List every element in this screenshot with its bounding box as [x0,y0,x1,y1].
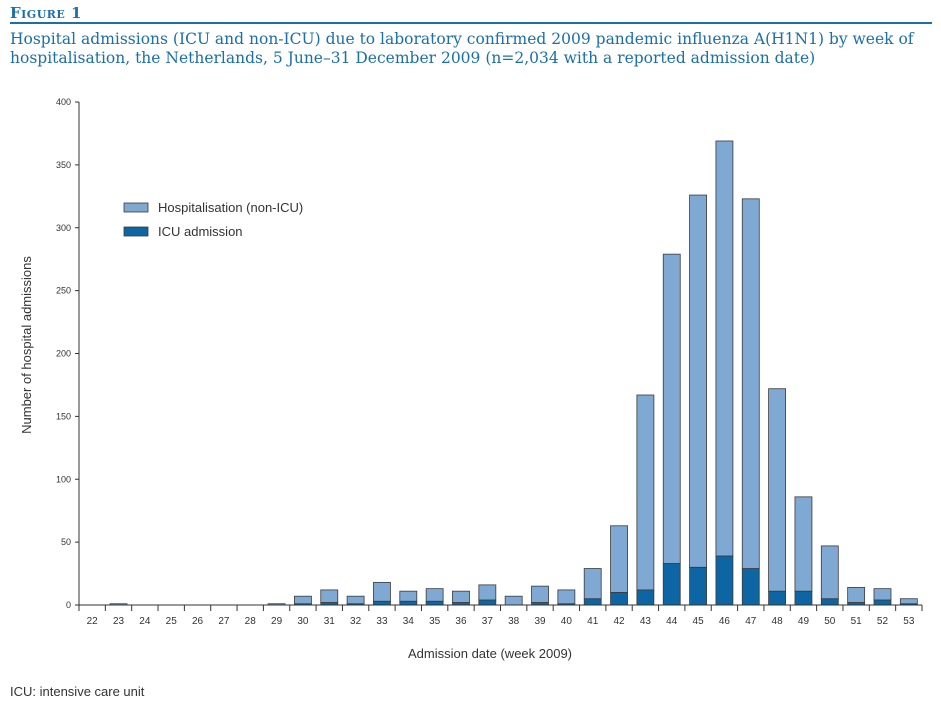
x-tick-label: 28 [245,616,257,627]
bars-group [109,140,918,606]
x-tick-label: 47 [745,616,757,627]
bar-icu-week-46 [715,555,734,606]
bar-icu-week-52 [873,599,892,606]
x-tick-label: 53 [903,616,915,627]
bar-icu-week-37 [478,599,497,606]
legend-label-icu: ICU admission [158,224,243,239]
x-tick-label: 46 [719,616,731,627]
y-tick-label: 100 [56,474,71,484]
y-tick-label: 50 [61,537,71,547]
y-tick-label: 350 [56,160,71,170]
bar-non-icu-week-48 [768,388,787,592]
x-axis-title: Admission date (week 2009) [408,646,572,661]
y-axis-title: Number of hospital admissions [19,256,34,434]
y-axis: 0 50 100 150 200 250 300 350 400 [56,97,80,610]
x-tick-label: 52 [877,616,889,627]
x-tick-label: 35 [429,616,441,627]
bar-non-icu-week-36 [452,590,470,603]
y-tick-label: 0 [66,600,71,610]
bar-icu-week-35 [425,600,444,606]
x-tick-label: 39 [534,616,546,627]
bar-non-icu-week-38 [504,595,523,606]
x-tick-label: 43 [640,616,652,627]
x-tick-label: 31 [324,616,336,627]
bar-non-icu-week-52 [873,588,892,601]
y-tick-label: 300 [56,223,71,233]
figure-title-rule [10,22,932,24]
x-tick-label: 30 [297,616,309,627]
bar-non-icu-week-43 [636,394,655,591]
y-tick-label: 250 [56,286,71,296]
x-tick-label: 38 [508,616,520,627]
bar-non-icu-week-39 [531,585,549,603]
bar-non-icu-week-35 [425,588,444,602]
bar-non-icu-week-30 [294,595,312,605]
bar-non-icu-week-46 [715,140,734,557]
x-axis: 22 23 24 25 26 27 28 29 30 31 32 33 34 35 36 37 38 39 40 41… [78,604,923,627]
x-tick-label: 48 [772,616,784,627]
bar-icu-week-49 [794,590,813,606]
bar-non-icu-week-40 [557,589,576,605]
bar-icu-week-44 [662,563,681,606]
legend: Hospitalisation (non-ICU) ICU admission [123,200,303,239]
legend-label-non-icu: Hospitalisation (non-ICU) [158,200,303,215]
y-tick-label: 400 [56,97,71,107]
x-tick-label: 29 [271,616,283,627]
bar-icu-week-34 [399,600,418,606]
x-tick-label: 34 [403,616,415,627]
bar-non-icu-week-31 [320,589,339,603]
bar-non-icu-week-50 [820,545,839,600]
y-tick-label: 200 [56,349,71,359]
x-tick-label: 32 [350,616,362,627]
bar-non-icu-week-45 [689,194,707,568]
bar-icu-week-41 [583,598,602,606]
bar-icu-week-42 [610,592,628,606]
x-tick-label: 51 [851,616,863,627]
x-tick-label: 22 [87,616,99,627]
bar-icu-week-45 [689,566,707,606]
bar-non-icu-week-47 [741,198,760,569]
x-tick-label: 40 [561,616,573,627]
bar-non-icu-week-37 [478,584,497,601]
bar-icu-week-48 [768,590,787,606]
x-tick-label: 36 [455,616,467,627]
x-tick-label: 44 [666,616,678,627]
bar-non-icu-week-51 [847,586,866,603]
x-tick-label: 37 [482,616,494,627]
x-tick-label: 33 [376,616,388,627]
bar-icu-week-47 [741,568,760,606]
bar-non-icu-week-33 [373,581,391,602]
y-tick-label: 150 [56,411,71,421]
bar-icu-week-33 [373,600,391,606]
x-tick-label: 45 [693,616,705,627]
bar-non-icu-week-44 [662,253,681,564]
figure-label: Figure 1 [10,4,82,22]
x-tick-label: 42 [613,616,625,627]
x-tick-label: 25 [166,616,178,627]
x-tick-label: 50 [824,616,836,627]
bar-non-icu-week-49 [794,496,813,592]
figure-title: Hospital admissions (ICU and non-ICU) du… [10,30,914,67]
legend-swatch-non-icu [123,202,149,213]
x-tick-label: 26 [192,616,204,627]
x-tick-label: 23 [113,616,125,627]
x-tick-label: 24 [139,616,151,627]
bar-non-icu-week-34 [399,590,418,602]
x-tick-label: 27 [218,616,230,627]
bar-non-icu-week-41 [583,568,602,600]
bar-icu-week-50 [820,598,839,606]
bar-icu-week-43 [636,589,655,606]
x-tick-label: 49 [798,616,810,627]
bar-non-icu-week-32 [346,595,365,605]
bar-non-icu-week-42 [610,525,628,593]
legend-swatch-icu [123,226,149,237]
footnote: ICU: intensive care unit [10,684,145,699]
x-tick-label: 41 [587,616,599,627]
bar-non-icu-week-53 [899,598,918,605]
